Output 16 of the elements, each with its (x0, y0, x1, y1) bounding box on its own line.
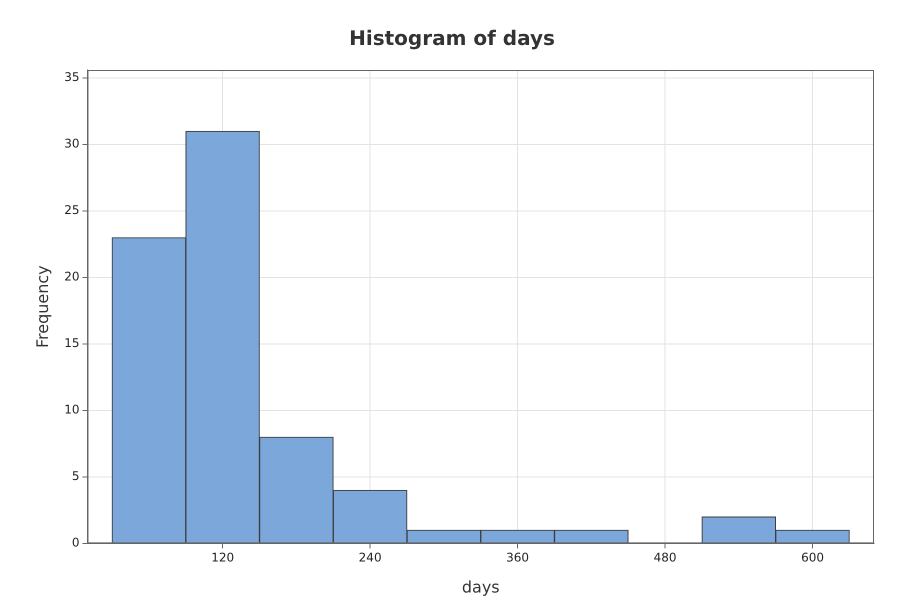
y-tick-label: 25 (64, 203, 80, 218)
y-tick-label: 35 (64, 70, 80, 84)
y-tick-label: 20 (64, 270, 80, 284)
y-tick-label: 0 (72, 536, 80, 550)
x-tick-label: 120 (211, 550, 234, 565)
x-tick-label: 600 (801, 550, 824, 565)
y-tick-label: 5 (72, 469, 80, 484)
y-axis-title: Frequency (32, 265, 52, 348)
x-tick-label: 480 (654, 550, 677, 565)
x-tick-label: 360 (506, 550, 530, 565)
x-tick-label: 240 (358, 550, 382, 565)
y-tick-label: 15 (64, 336, 80, 350)
chart-title: Histogram of days (349, 26, 555, 50)
x-axis-title: days (462, 578, 500, 597)
y-tick-label: 10 (64, 402, 80, 417)
y-tick-label: 30 (64, 136, 80, 151)
